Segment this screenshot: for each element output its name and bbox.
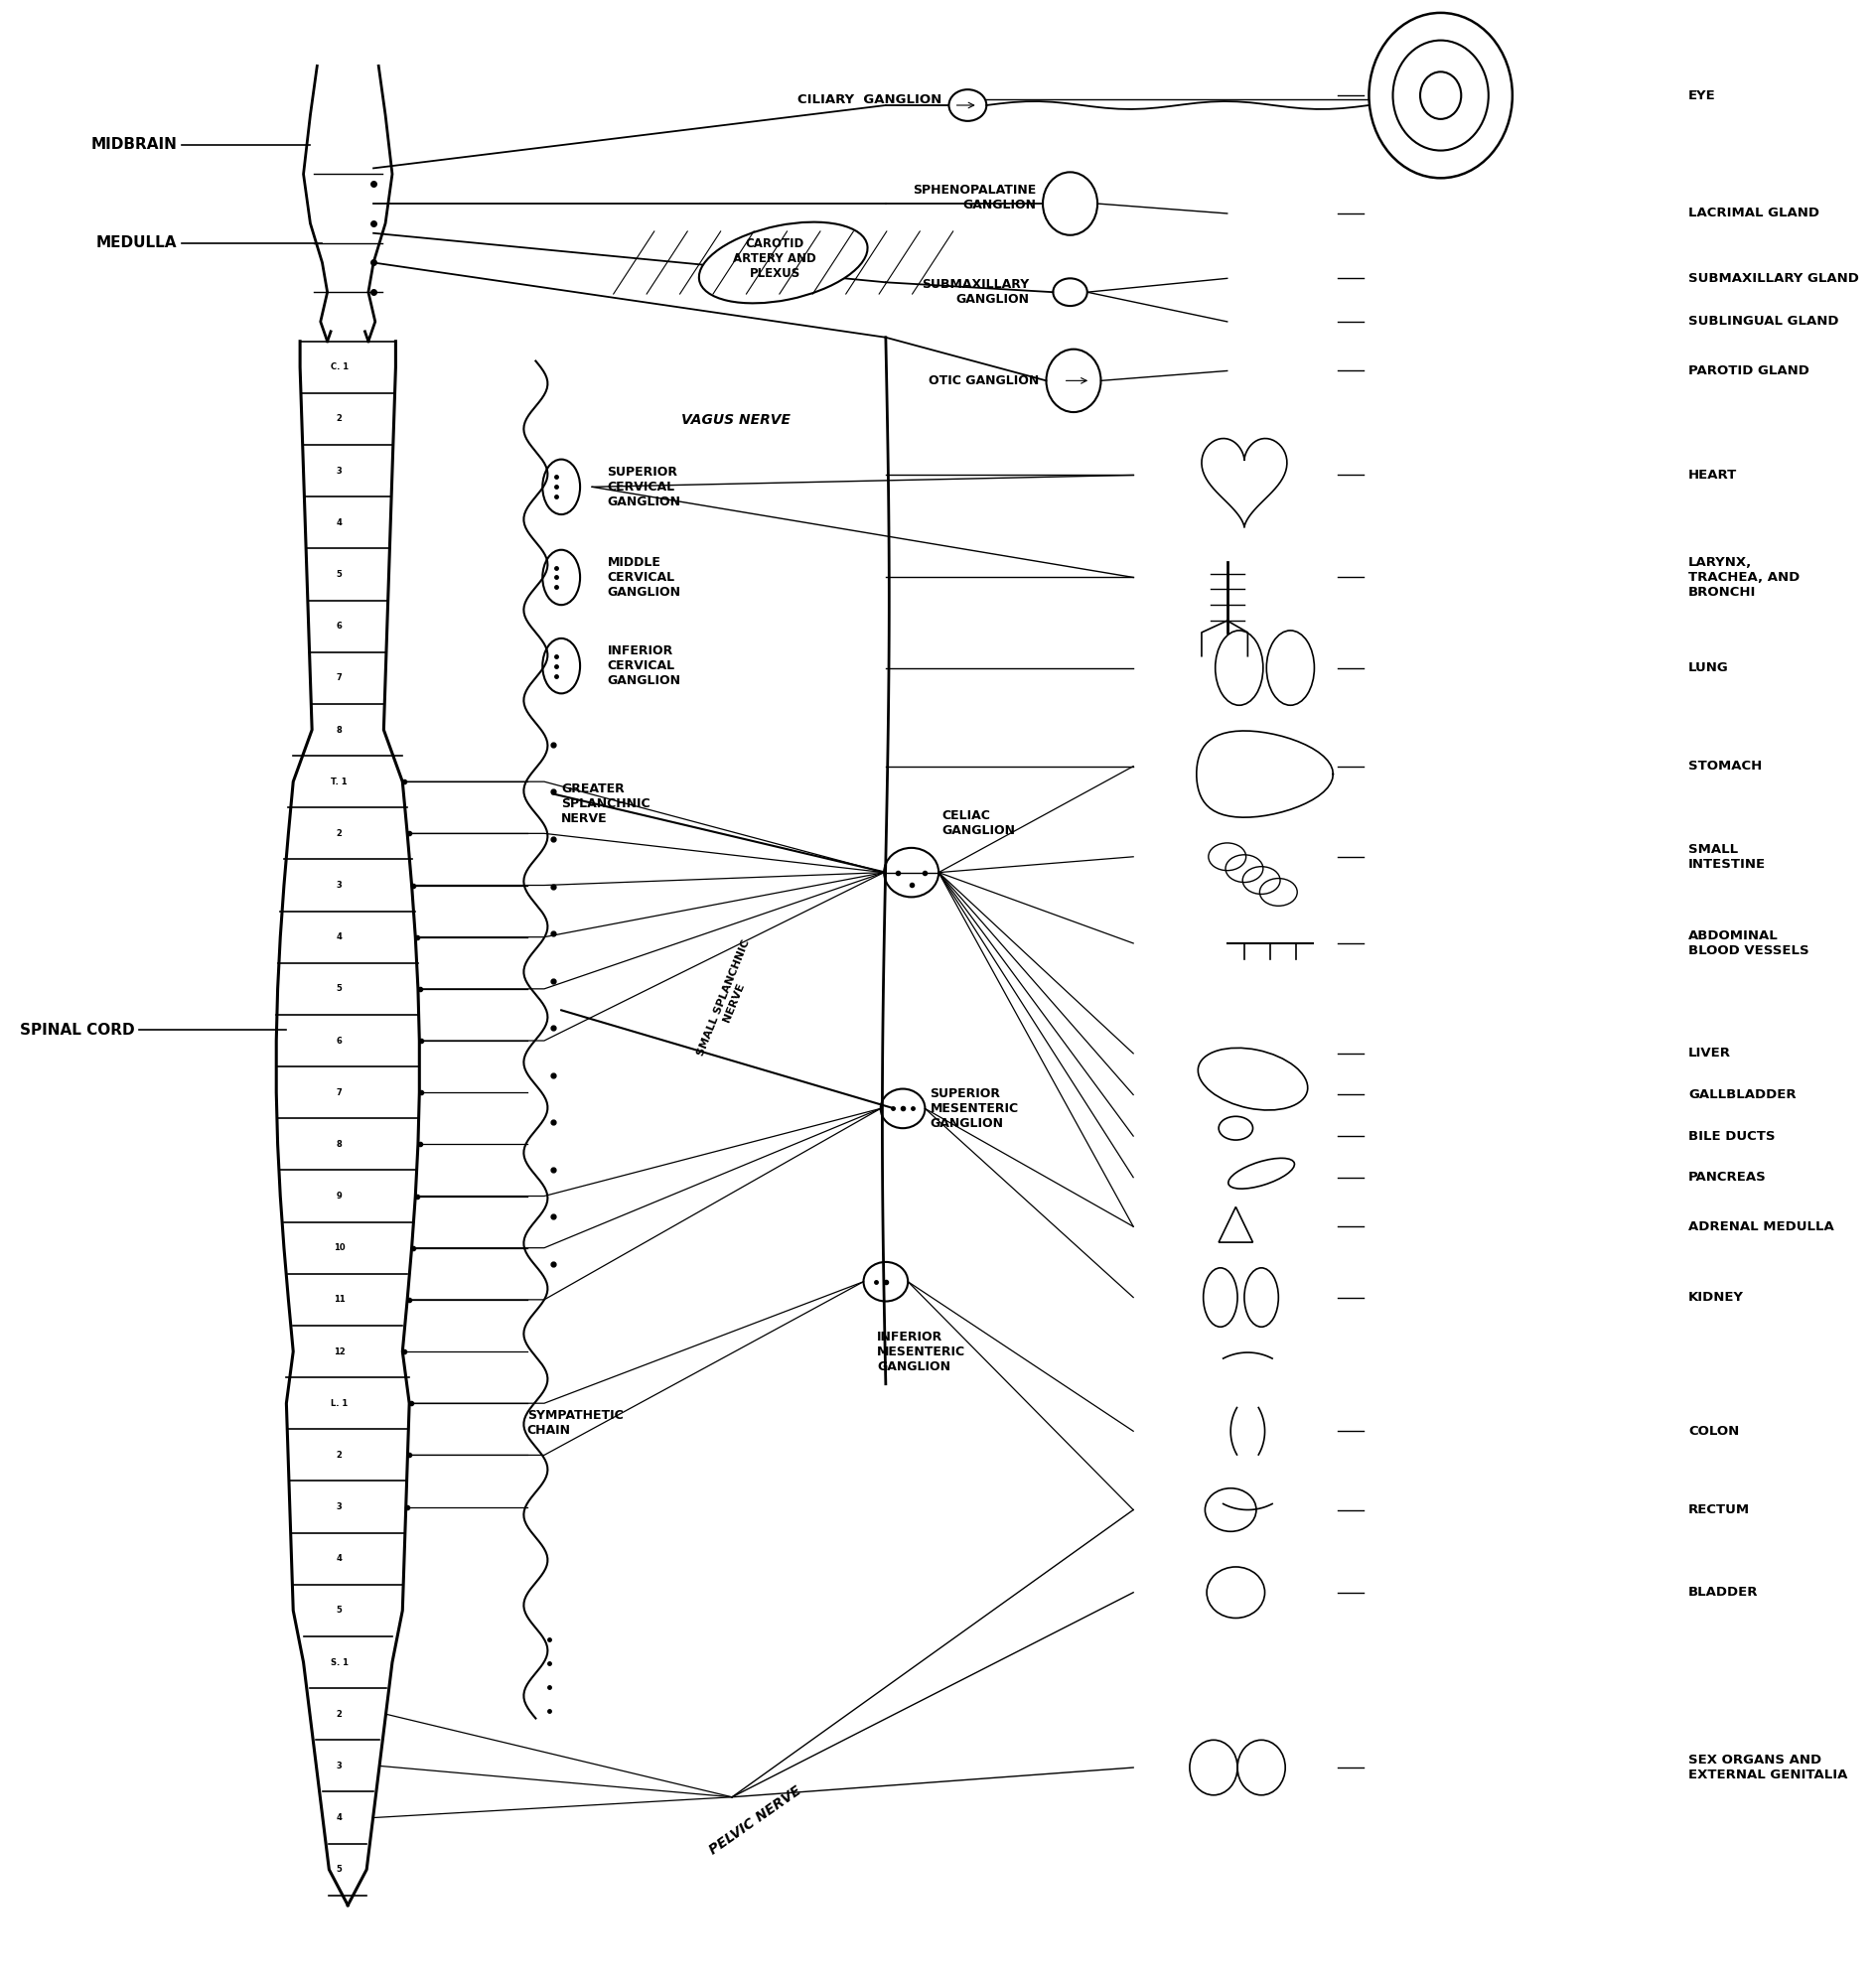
Text: SMALL SPLANCHNIC
NERVE: SMALL SPLANCHNIC NERVE	[696, 939, 762, 1062]
Text: SPINAL CORD: SPINAL CORD	[19, 1022, 135, 1038]
Text: 5: 5	[336, 1607, 341, 1615]
Text: 2: 2	[336, 414, 341, 424]
Text: 2: 2	[336, 1450, 341, 1460]
Text: 9: 9	[336, 1193, 341, 1200]
Text: 3: 3	[336, 1502, 341, 1512]
Text: 5: 5	[336, 985, 341, 992]
Text: L. 1: L. 1	[330, 1399, 347, 1408]
Text: CELIAC
GANGLION: CELIAC GANGLION	[942, 810, 1015, 838]
Text: SUBMAXILLARY GLAND: SUBMAXILLARY GLAND	[1688, 271, 1859, 285]
Text: 8: 8	[336, 1139, 341, 1149]
Text: OTIC GANGLION: OTIC GANGLION	[929, 374, 1039, 386]
Text: GREATER
SPLANCHNIC
NERVE: GREATER SPLANCHNIC NERVE	[561, 782, 651, 824]
Text: 6: 6	[336, 1036, 341, 1046]
Text: SUPERIOR
MESENTERIC
GANGLION: SUPERIOR MESENTERIC GANGLION	[930, 1088, 1019, 1129]
Text: MIDDLE
CERVICAL
GANGLION: MIDDLE CERVICAL GANGLION	[608, 557, 681, 598]
Text: LIVER: LIVER	[1688, 1048, 1732, 1060]
Text: 8: 8	[336, 725, 341, 735]
Text: PANCREAS: PANCREAS	[1688, 1171, 1767, 1185]
Text: KIDNEY: KIDNEY	[1688, 1292, 1745, 1303]
Text: 11: 11	[334, 1296, 345, 1303]
Text: 7: 7	[336, 674, 341, 683]
Text: GALLBLADDER: GALLBLADDER	[1688, 1088, 1795, 1101]
Text: CAROTID
ARTERY AND
PLEXUS: CAROTID ARTERY AND PLEXUS	[734, 238, 816, 279]
Text: 4: 4	[336, 1813, 341, 1823]
Text: 4: 4	[336, 519, 341, 527]
Text: MEDULLA: MEDULLA	[96, 236, 176, 250]
Text: SUBMAXILLARY
GANGLION: SUBMAXILLARY GANGLION	[921, 277, 1030, 305]
Text: 2: 2	[336, 1710, 341, 1720]
Text: LARYNX,
TRACHEA, AND
BRONCHI: LARYNX, TRACHEA, AND BRONCHI	[1688, 557, 1799, 598]
Text: 10: 10	[334, 1244, 345, 1252]
Text: PELVIC NERVE: PELVIC NERVE	[707, 1783, 803, 1858]
Text: SYMPATHETIC
CHAIN: SYMPATHETIC CHAIN	[527, 1408, 623, 1436]
Text: STOMACH: STOMACH	[1688, 761, 1762, 773]
Text: T. 1: T. 1	[330, 777, 347, 786]
Text: VAGUS NERVE: VAGUS NERVE	[681, 414, 790, 428]
Text: 3: 3	[336, 1761, 341, 1771]
Text: RECTUM: RECTUM	[1688, 1504, 1750, 1515]
Text: SEX ORGANS AND
EXTERNAL GENITALIA: SEX ORGANS AND EXTERNAL GENITALIA	[1688, 1753, 1848, 1781]
Text: HEART: HEART	[1688, 469, 1737, 481]
Text: 4: 4	[336, 1555, 341, 1563]
Text: LACRIMAL GLAND: LACRIMAL GLAND	[1688, 206, 1820, 220]
Text: BILE DUCTS: BILE DUCTS	[1688, 1129, 1775, 1143]
Text: SUPERIOR
CERVICAL
GANGLION: SUPERIOR CERVICAL GANGLION	[608, 466, 681, 509]
Text: MIDBRAIN: MIDBRAIN	[90, 137, 176, 153]
Text: 5: 5	[336, 1864, 341, 1874]
Text: 3: 3	[336, 882, 341, 889]
Text: LUNG: LUNG	[1688, 662, 1730, 674]
Text: ABDOMINAL
BLOOD VESSELS: ABDOMINAL BLOOD VESSELS	[1688, 929, 1808, 957]
Text: 2: 2	[336, 828, 341, 838]
Text: 12: 12	[334, 1347, 345, 1355]
Text: INFERIOR
CERVICAL
GANGLION: INFERIOR CERVICAL GANGLION	[608, 644, 681, 687]
Text: 6: 6	[336, 622, 341, 630]
Text: CILIARY  GANGLION: CILIARY GANGLION	[797, 93, 942, 105]
Text: INFERIOR
MESENTERIC
GANGLION: INFERIOR MESENTERIC GANGLION	[878, 1331, 966, 1373]
Text: ADRENAL MEDULLA: ADRENAL MEDULLA	[1688, 1220, 1835, 1232]
Text: 7: 7	[336, 1088, 341, 1097]
Text: COLON: COLON	[1688, 1424, 1739, 1438]
Text: PAROTID GLAND: PAROTID GLAND	[1688, 365, 1808, 376]
Text: SMALL
INTESTINE: SMALL INTESTINE	[1688, 842, 1765, 870]
Text: C. 1: C. 1	[330, 363, 349, 372]
Text: SUBLINGUAL GLAND: SUBLINGUAL GLAND	[1688, 315, 1838, 329]
Text: EYE: EYE	[1688, 89, 1717, 101]
Text: 5: 5	[336, 571, 341, 578]
Text: 3: 3	[336, 466, 341, 475]
Text: S. 1: S. 1	[330, 1658, 349, 1666]
Ellipse shape	[700, 222, 867, 303]
Text: SPHENOPALATINE
GANGLION: SPHENOPALATINE GANGLION	[912, 184, 1036, 212]
Text: BLADDER: BLADDER	[1688, 1587, 1758, 1599]
Text: 4: 4	[336, 933, 341, 941]
